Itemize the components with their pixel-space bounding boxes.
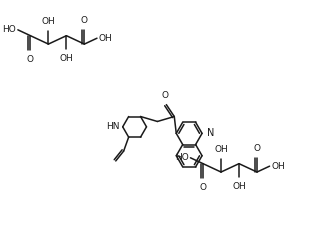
Text: N: N [207, 129, 214, 138]
Text: OH: OH [214, 145, 228, 154]
Text: HN: HN [106, 122, 120, 131]
Text: O: O [254, 144, 261, 153]
Text: HO: HO [2, 25, 16, 34]
Text: O: O [81, 16, 88, 25]
Text: HO: HO [175, 153, 189, 162]
Text: OH: OH [232, 182, 246, 190]
Text: O: O [27, 54, 34, 64]
Text: OH: OH [42, 17, 55, 26]
Text: O: O [200, 182, 207, 191]
Text: OH: OH [99, 34, 113, 43]
Text: OH: OH [272, 162, 285, 171]
Text: OH: OH [59, 53, 73, 62]
Text: O: O [162, 91, 169, 100]
